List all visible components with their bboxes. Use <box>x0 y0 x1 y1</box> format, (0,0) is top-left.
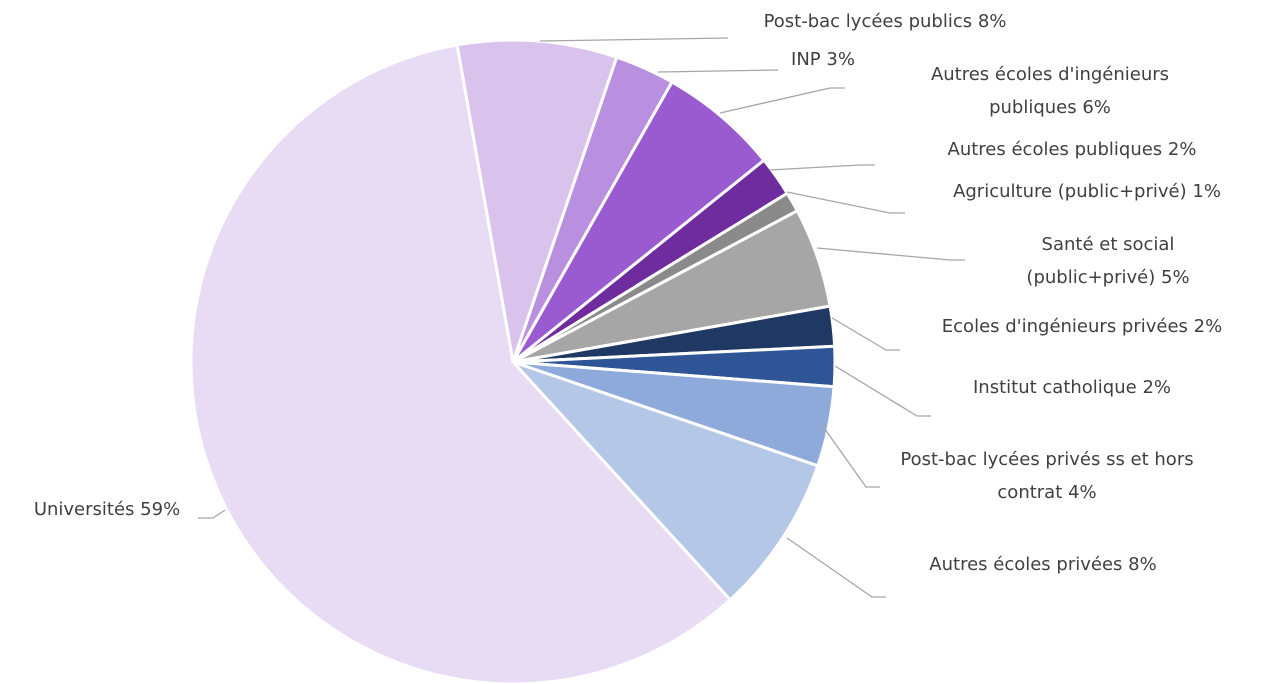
category-label: Autres écoles d'ingénieurs publiques <box>930 64 1170 118</box>
category-label: Post-bac lycées privés ss et hors contra… <box>900 449 1194 503</box>
leader-line <box>769 164 875 171</box>
value-label: 2% <box>1142 377 1172 398</box>
value-label: 8% <box>1128 554 1157 575</box>
pie-slice <box>455 38 619 363</box>
value-label: 8% <box>977 11 1007 32</box>
leader-line <box>539 37 729 42</box>
leader-line <box>786 191 905 214</box>
data-label: Santé et social (public+privé) 5% <box>993 228 1223 294</box>
data-label: Autres écoles publiques 2% <box>948 133 1197 166</box>
leader-line <box>816 247 965 261</box>
category-label: INP <box>791 49 821 70</box>
data-label: Post-bac lycées publics 8% <box>764 5 1007 38</box>
data-label: Autres écoles d'ingénieurs publiques 6% <box>890 58 1210 124</box>
leader-line <box>821 424 880 488</box>
leader-line <box>834 365 931 417</box>
leader-line <box>198 509 226 519</box>
value-label: 4% <box>1068 482 1097 503</box>
data-label: Ecoles d'ingénieurs privées 2% <box>942 310 1222 343</box>
value-label: 2% <box>1167 139 1197 160</box>
category-label: Universités <box>33 499 135 520</box>
category-label: Santé et social (public+privé) <box>1026 234 1175 288</box>
data-label: INP 3% <box>791 43 855 76</box>
leader-line <box>831 317 900 351</box>
value-label: 5% <box>1161 267 1190 288</box>
data-label: Agriculture (public+privé) 1% <box>953 175 1221 208</box>
data-label: Post-bac lycées privés ss et hors contra… <box>897 443 1197 509</box>
data-label: Autres écoles privées 8% <box>929 548 1156 581</box>
leader-line <box>786 537 886 598</box>
value-label: 2% <box>1193 316 1223 337</box>
category-label: Post-bac lycées publics <box>763 11 973 32</box>
category-label: Ecoles d'ingénieurs privées <box>941 316 1188 337</box>
leader-line <box>719 87 845 114</box>
pie-slice <box>189 43 733 684</box>
data-label: Institut catholique 2% <box>973 371 1171 404</box>
category-label: Autres écoles publiques <box>947 139 1163 160</box>
value-label: 59% <box>140 499 181 520</box>
pie-slice <box>511 360 820 602</box>
value-label: 6% <box>1082 97 1111 118</box>
data-label: Universités 59% <box>34 493 180 526</box>
value-label: 3% <box>826 49 855 70</box>
category-label: Agriculture (public+privé) <box>953 181 1187 202</box>
leader-line <box>657 69 779 73</box>
category-label: Autres écoles privées <box>929 554 1123 575</box>
pie-slice <box>511 79 767 364</box>
category-label: Institut catholique <box>972 377 1137 398</box>
value-label: 1% <box>1192 181 1221 202</box>
